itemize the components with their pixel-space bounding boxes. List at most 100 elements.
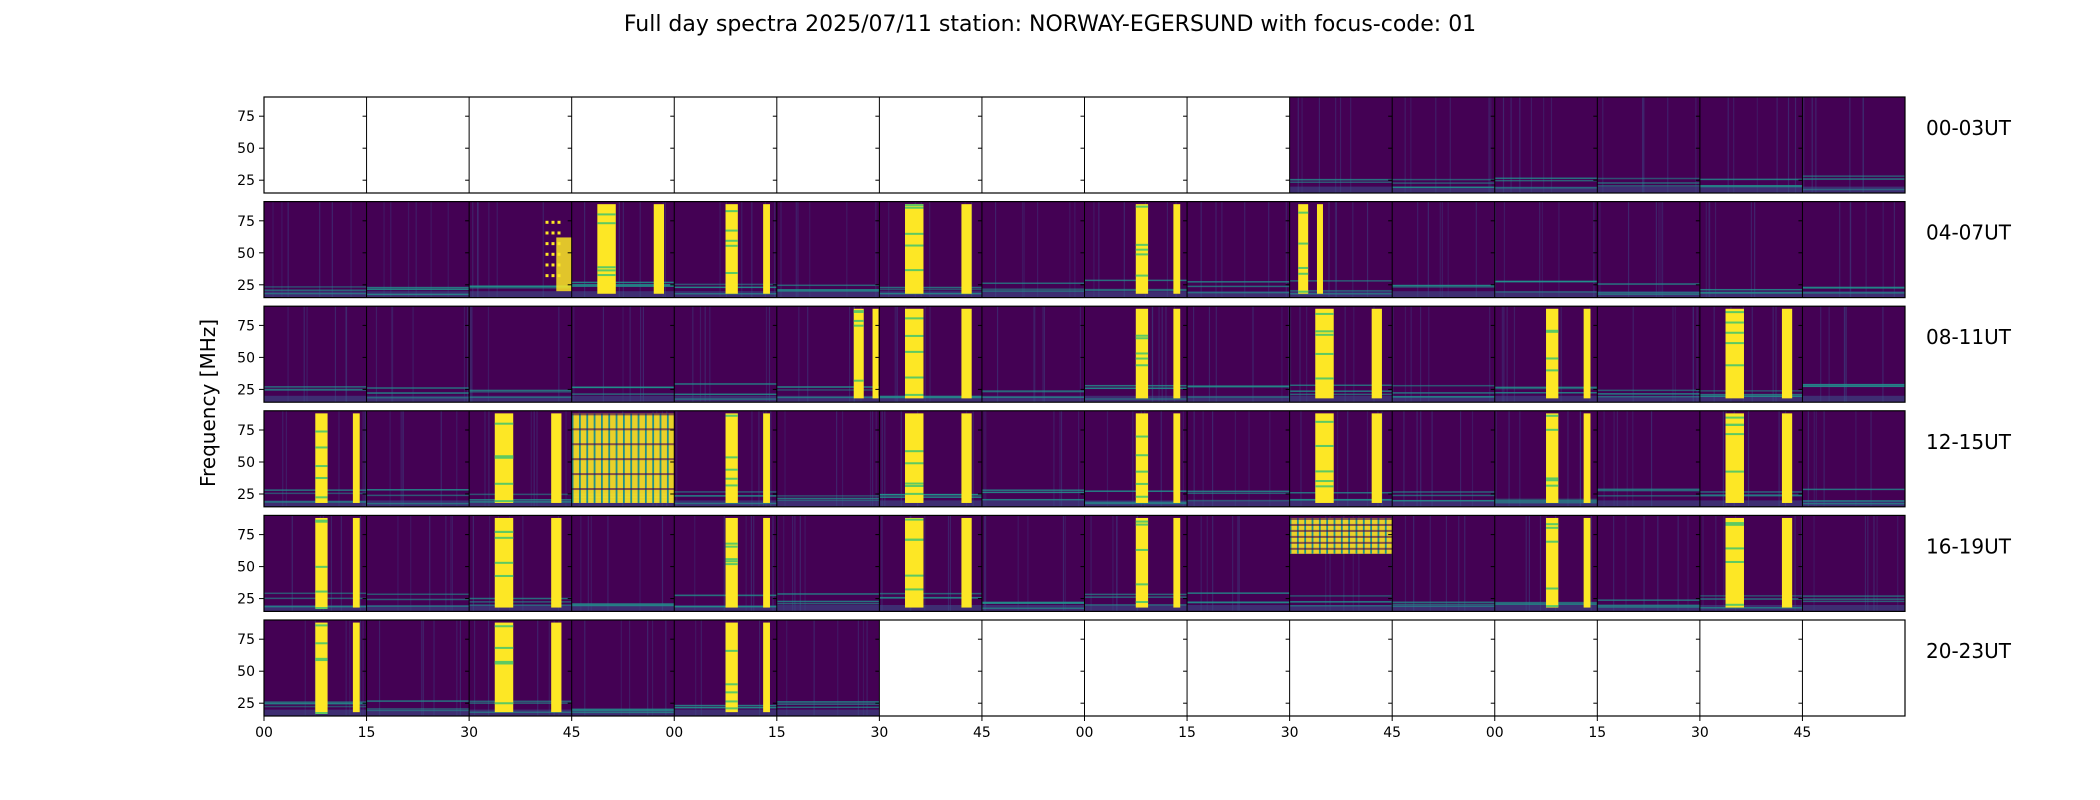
panel-background xyxy=(776,306,880,403)
burst-striation xyxy=(1298,242,1309,245)
spectrum-panel xyxy=(981,306,1085,403)
noise-column xyxy=(894,306,896,403)
noise-column xyxy=(334,306,337,403)
noise-line xyxy=(1597,283,1700,285)
noise-line xyxy=(1597,389,1700,392)
noise-column xyxy=(1458,515,1460,612)
noise-line xyxy=(1699,185,1803,188)
noise-column xyxy=(1811,97,1813,193)
noise-line xyxy=(571,386,675,389)
noise-column xyxy=(1352,201,1354,298)
burst-striation xyxy=(1315,444,1334,447)
noise-column xyxy=(522,515,524,612)
noise-column xyxy=(751,410,753,507)
low-band xyxy=(879,500,982,507)
noise-line xyxy=(571,709,675,712)
burst-striation xyxy=(905,204,924,207)
noise-column xyxy=(620,620,622,716)
noise-column xyxy=(584,620,586,716)
spectrum-panel xyxy=(1597,515,1700,612)
burst-striation xyxy=(1315,377,1334,380)
noise-line xyxy=(1392,186,1495,189)
noise-line xyxy=(1187,499,1290,502)
noise-line xyxy=(469,501,572,503)
spectrum-panel xyxy=(776,97,880,193)
noise-column xyxy=(1495,410,1497,507)
noise-column xyxy=(410,515,412,612)
burst-band xyxy=(961,204,972,294)
noise-column xyxy=(924,515,926,612)
noise-line xyxy=(1802,385,1905,388)
burst-striation xyxy=(315,607,328,610)
noise-line xyxy=(776,284,880,287)
low-band xyxy=(1289,186,1393,193)
noise-column xyxy=(1862,97,1864,193)
noise-line xyxy=(571,285,675,287)
noise-column xyxy=(1281,306,1283,403)
burst-striation xyxy=(905,588,924,591)
burst-striation xyxy=(905,538,924,541)
noise-column xyxy=(642,306,645,403)
noise-column xyxy=(881,515,883,612)
panel-empty xyxy=(571,97,675,193)
low-band xyxy=(776,291,880,298)
noise-column xyxy=(719,201,721,298)
noise-line xyxy=(776,593,880,595)
burst-striation xyxy=(725,691,738,694)
noise-column xyxy=(1416,410,1418,507)
noise-line xyxy=(1392,286,1495,288)
burst-striation xyxy=(905,334,924,337)
noise-column xyxy=(281,201,283,298)
noise-column xyxy=(1325,515,1327,612)
noise-column xyxy=(1023,201,1025,298)
noise-column xyxy=(1200,515,1202,612)
panel-background xyxy=(776,515,880,612)
panel-background xyxy=(1597,201,1700,298)
noise-line xyxy=(366,387,470,389)
spectrum-panel xyxy=(571,620,675,716)
burst-band xyxy=(725,204,738,294)
noise-column xyxy=(664,201,666,298)
panel-background xyxy=(1392,306,1495,403)
low-band xyxy=(1187,605,1290,612)
burst-striation xyxy=(1135,454,1149,457)
noise-line xyxy=(1699,491,1803,493)
noise-column xyxy=(415,201,417,298)
burst-dot xyxy=(545,242,549,246)
spectrum-panel xyxy=(264,97,367,193)
noise-line xyxy=(1802,384,1905,386)
noise-column xyxy=(1660,201,1662,298)
noise-column xyxy=(533,410,535,507)
low-band xyxy=(1494,605,1598,612)
y-tick-label: 50 xyxy=(237,350,255,366)
noise-column xyxy=(1428,306,1430,403)
burst-striation xyxy=(725,563,738,566)
spectrum-panel xyxy=(1699,201,1803,298)
noise-column xyxy=(1392,306,1394,403)
noise-column xyxy=(306,306,308,403)
x-tick-label: 30 xyxy=(1281,725,1299,741)
spectrum-panel xyxy=(1392,201,1495,298)
noise-column xyxy=(1714,201,1717,298)
noise-column xyxy=(1550,97,1553,193)
panel-empty xyxy=(1084,620,1188,716)
noise-column xyxy=(473,620,476,716)
noise-line xyxy=(1597,599,1700,601)
burst-band xyxy=(1583,413,1591,503)
spectrum-panel xyxy=(264,201,367,298)
noise-column xyxy=(1843,306,1846,403)
panel-background xyxy=(571,620,675,716)
spectrum-panel xyxy=(1802,201,1905,298)
noise-line xyxy=(469,711,572,713)
burst-striation xyxy=(1546,414,1559,417)
burst-striation xyxy=(725,456,738,459)
low-band xyxy=(879,395,982,403)
noise-column xyxy=(622,201,624,298)
burst-striation xyxy=(315,659,328,662)
low-band xyxy=(264,291,367,298)
burst-striation xyxy=(905,450,924,453)
burst-band xyxy=(1725,413,1744,503)
burst-striation xyxy=(905,574,924,577)
noise-column xyxy=(1488,97,1490,193)
noise-column xyxy=(565,410,567,507)
